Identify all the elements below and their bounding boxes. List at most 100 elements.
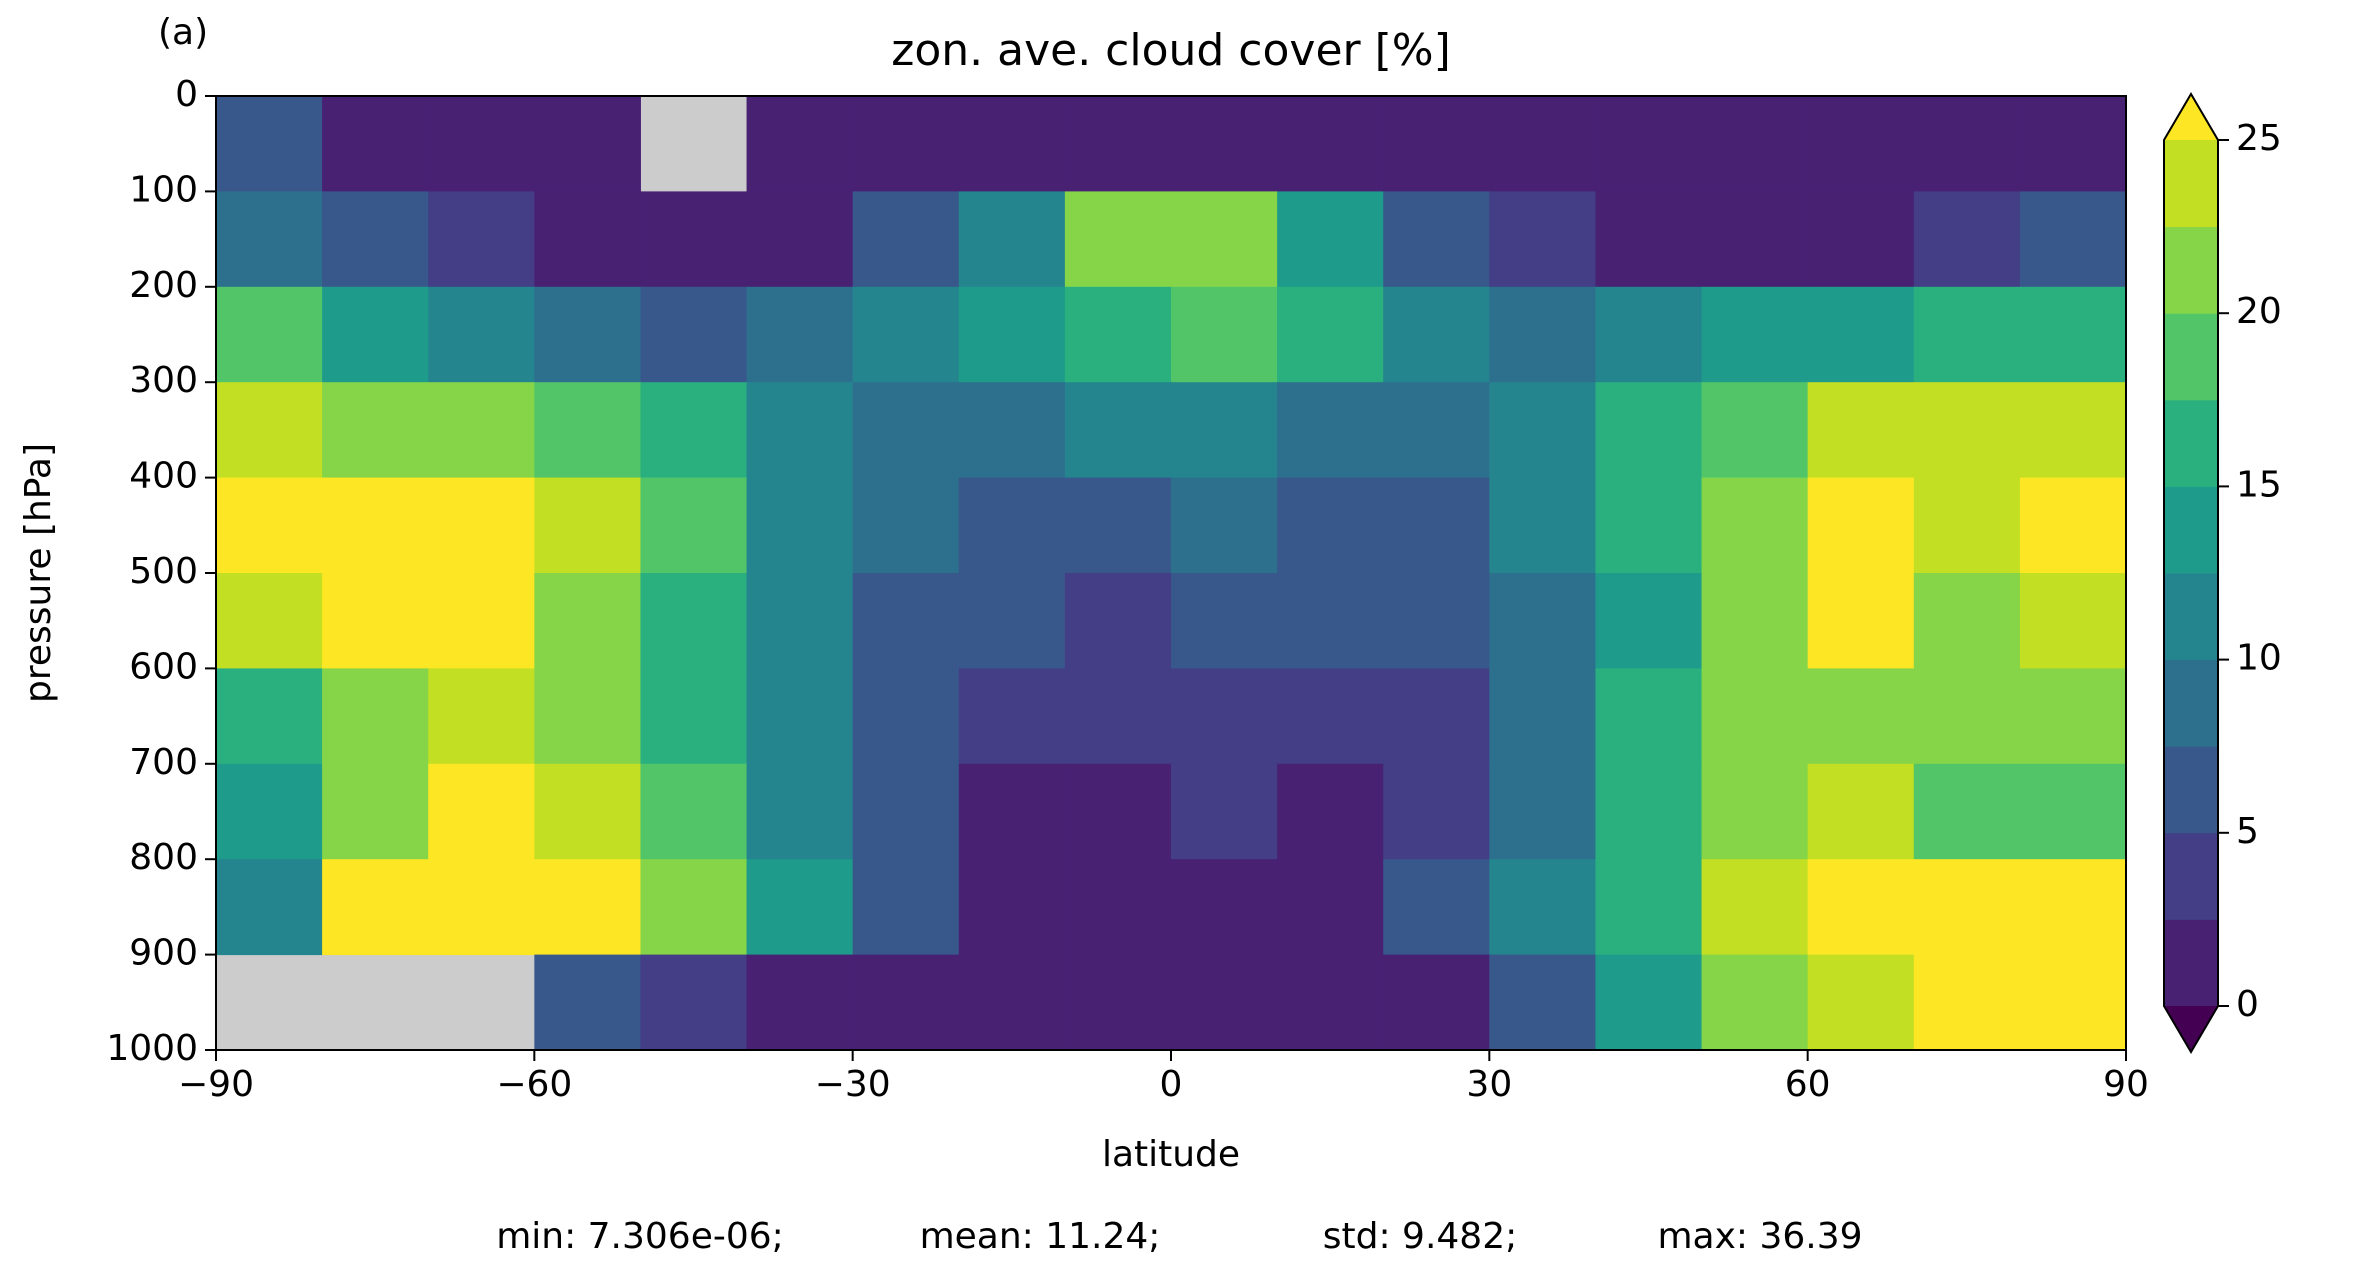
contour-cell [852, 573, 960, 669]
contour-cell [322, 96, 429, 192]
contour-cell [1277, 668, 1384, 765]
contour-cell [1064, 573, 1172, 669]
contour-cell [746, 96, 854, 192]
contour-cell [746, 573, 854, 669]
contour-cell [322, 859, 429, 956]
contour-cell [322, 191, 429, 288]
contour-cell [640, 763, 748, 860]
contour-cell [1171, 96, 1278, 192]
colorbar-over [2164, 94, 2218, 140]
contour-cell [2019, 191, 2127, 288]
contour-cell [1383, 96, 1490, 192]
colorbar-tick-label: 25 [2236, 118, 2282, 159]
colorbar-band [2164, 486, 2218, 574]
contour-cell [746, 668, 854, 765]
contour-cell [746, 859, 854, 956]
contour-cell [216, 859, 323, 956]
contour-cell [1701, 191, 1809, 288]
contour-cell [1277, 286, 1384, 383]
colorbar-band [2164, 832, 2218, 920]
y-tick-label: 200 [129, 265, 198, 306]
y-tick-label: 0 [175, 74, 198, 115]
contour-cell [1595, 859, 1703, 956]
contour-cell [1171, 191, 1278, 288]
contour-cell [2019, 382, 2127, 479]
colorbar-band [2164, 746, 2218, 834]
y-tick-label: 1000 [106, 1028, 198, 1069]
contour-cell [534, 191, 641, 288]
stat-text: std: 9.482; [1323, 1216, 1517, 1257]
contour-cell [216, 191, 323, 288]
contour-cell [1489, 477, 1596, 574]
y-axis-label: pressure [hPa] [18, 443, 59, 703]
contour-cell [640, 382, 748, 479]
contour-cell [1064, 763, 1172, 860]
contour-cell [640, 286, 748, 383]
contour-cell [640, 191, 748, 288]
contour-cell [1913, 954, 2021, 1051]
contour-cell [958, 382, 1066, 479]
contour-cell [640, 859, 748, 956]
contour-cell [1277, 763, 1384, 860]
contour-cell [1913, 477, 2021, 574]
contour-cell [958, 477, 1066, 574]
contour-cell [1489, 668, 1596, 765]
y-tick-label: 600 [129, 646, 198, 687]
contour-cell [2019, 573, 2127, 669]
contour-cell [216, 477, 323, 574]
contour-cell [1277, 382, 1384, 479]
contour-cell [1595, 763, 1703, 860]
contour-cell [1489, 763, 1596, 860]
contour-cell [1277, 96, 1384, 192]
contour-cell [1489, 573, 1596, 669]
contour-cell [1383, 573, 1490, 669]
contour-cell [428, 96, 535, 192]
contour-cell [1383, 191, 1490, 288]
contour-cell [1171, 668, 1278, 765]
contour-cell [534, 573, 641, 669]
contour-cell [1913, 573, 2021, 669]
contour-cell [1807, 859, 1915, 956]
y-tick-label: 400 [129, 456, 198, 497]
contour-cell [1489, 96, 1596, 192]
contour-cell [1701, 668, 1809, 765]
contour-cell [1701, 954, 1809, 1051]
contour-cell [534, 859, 641, 956]
contour-cell [1064, 286, 1172, 383]
contour-cell [1489, 191, 1596, 288]
contour-cell [1595, 477, 1703, 574]
colorbar-band [2164, 573, 2218, 661]
contour-cell [746, 954, 854, 1051]
contour-cell [1807, 668, 1915, 765]
colorbar-tick-label: 20 [2236, 291, 2282, 332]
contour-cell [216, 382, 323, 479]
chart-title: zon. ave. cloud cover [%] [891, 25, 1451, 76]
contour-cell [1489, 859, 1596, 956]
contour-cell [1595, 191, 1703, 288]
x-tick-label: 30 [1466, 1064, 1512, 1105]
x-tick-label: −30 [815, 1064, 891, 1105]
contour-cell [852, 382, 960, 479]
contour-cell [1064, 668, 1172, 765]
colorbar-band [2164, 919, 2218, 1007]
contour-cell [1913, 382, 2021, 479]
colorbar-band [2164, 313, 2218, 401]
contour-cell [958, 96, 1066, 192]
contour-cell [1807, 286, 1915, 383]
y-tick-label: 100 [129, 169, 198, 210]
contour-cell [1064, 954, 1172, 1051]
contour-cell [428, 573, 535, 669]
contour-cell [958, 573, 1066, 669]
contour-cell [1171, 286, 1278, 383]
contour-cell [1489, 382, 1596, 479]
contour-cell [1277, 191, 1384, 288]
y-tick-label: 900 [129, 933, 198, 974]
contour-cell [852, 191, 960, 288]
contour-cell [640, 954, 748, 1051]
y-tick-label: 700 [129, 742, 198, 783]
contour-cell [958, 954, 1066, 1051]
contour-cell [428, 191, 535, 288]
contour-cell [1807, 954, 1915, 1051]
contour-cell [852, 477, 960, 574]
